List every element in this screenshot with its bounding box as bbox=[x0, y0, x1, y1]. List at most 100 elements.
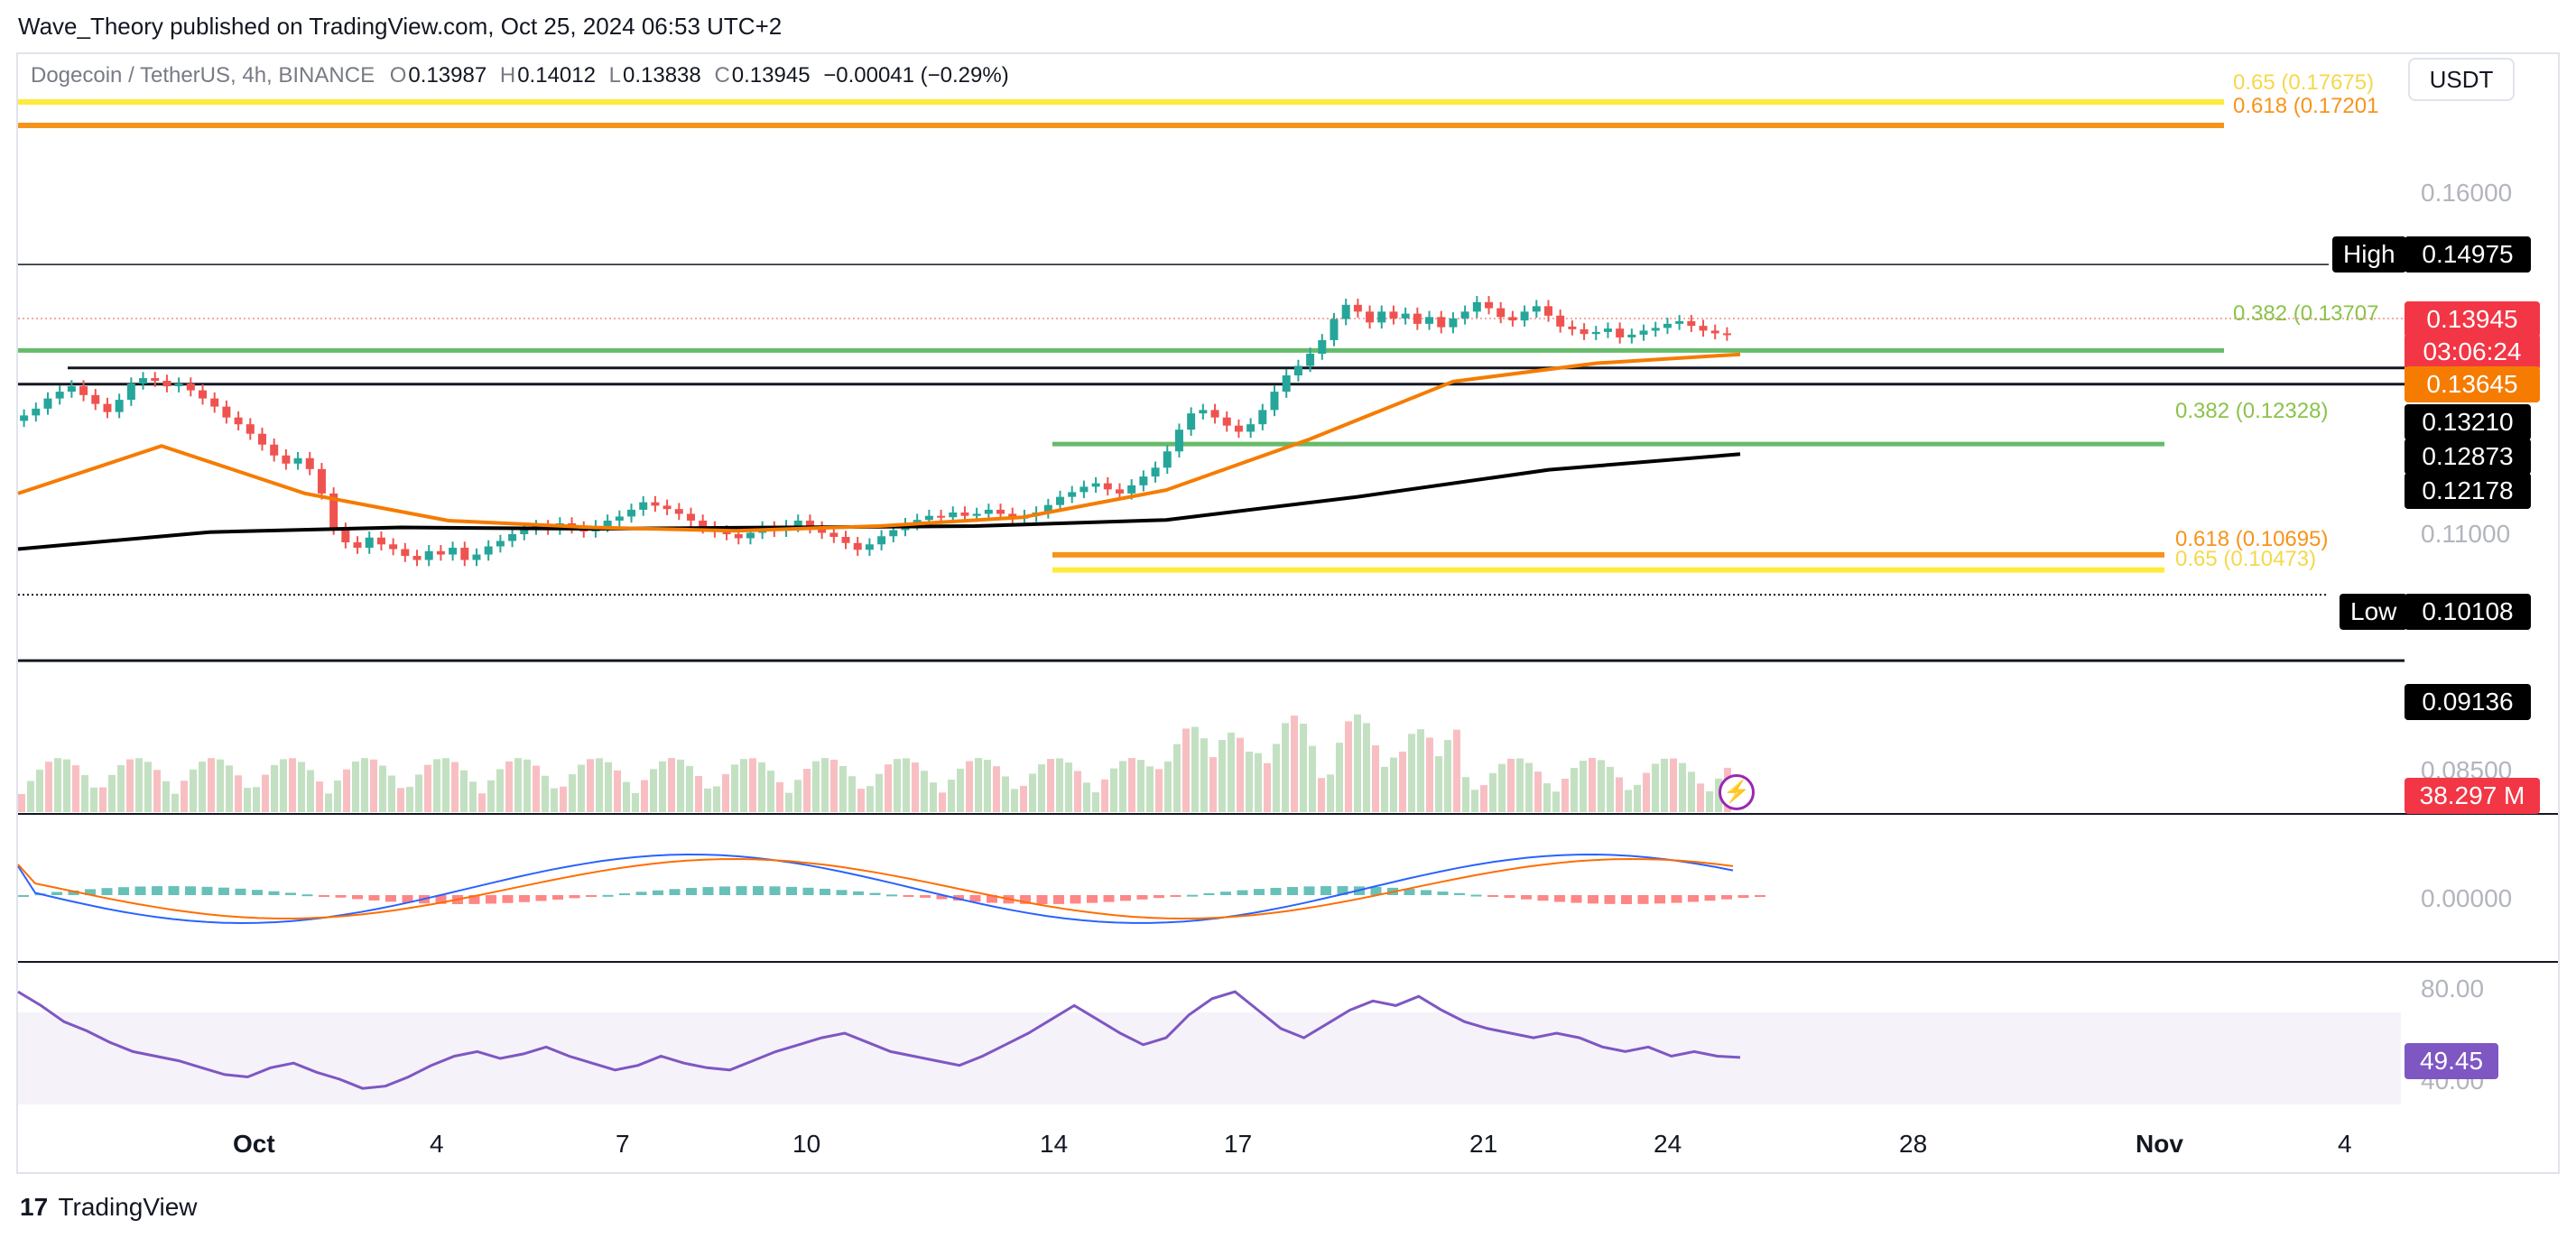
macd-bar bbox=[1470, 894, 1482, 897]
volume-bar bbox=[1092, 792, 1099, 812]
macd-bar bbox=[653, 890, 663, 895]
price-scale-label: 0.16000 bbox=[2421, 179, 2513, 207]
volume-bar bbox=[848, 776, 856, 812]
candle-body bbox=[282, 455, 291, 464]
macd-bar bbox=[669, 889, 681, 895]
candle-body bbox=[1056, 496, 1065, 505]
volume-bar bbox=[343, 769, 350, 812]
volume-bar bbox=[1011, 789, 1018, 812]
volume-bar bbox=[280, 759, 287, 812]
currency-selector[interactable]: USDT bbox=[2408, 58, 2515, 101]
macd-bar bbox=[602, 894, 614, 897]
candle-body bbox=[246, 424, 255, 434]
candle-body bbox=[329, 493, 338, 529]
candle-body bbox=[151, 378, 160, 382]
candle-body bbox=[341, 528, 350, 543]
candle-body bbox=[1710, 330, 1719, 334]
volume-bar bbox=[578, 764, 585, 812]
volume-bar bbox=[668, 758, 675, 812]
volume-bar bbox=[388, 775, 395, 812]
symbol-title: Dogecoin / TetherUS, 4h, BINANCE bbox=[31, 63, 375, 88]
volume-bar bbox=[1607, 766, 1614, 812]
macd-bar bbox=[1737, 895, 1749, 899]
volume-bar bbox=[1435, 756, 1442, 812]
price-scale-label: 80.00 bbox=[2421, 975, 2485, 1002]
candle-body bbox=[1174, 430, 1183, 452]
candle-body bbox=[1246, 424, 1256, 432]
volume-bar bbox=[1480, 785, 1487, 812]
candle-body bbox=[1139, 476, 1148, 485]
macd-bar bbox=[152, 886, 162, 895]
time-axis-label: 17 bbox=[1224, 1130, 1253, 1158]
brand-footer[interactable]: 17 TradingView bbox=[20, 1193, 198, 1222]
macd-bar bbox=[1755, 895, 1765, 897]
candle-body bbox=[746, 532, 755, 539]
candle-body bbox=[1270, 392, 1279, 411]
time-axis-label: 4 bbox=[430, 1130, 444, 1158]
volume-bar bbox=[785, 792, 792, 812]
candle-body bbox=[1496, 308, 1506, 318]
macd-bar bbox=[134, 886, 146, 895]
volume-bar bbox=[316, 781, 323, 812]
candle-body bbox=[1080, 486, 1089, 493]
volume-bar bbox=[1318, 778, 1325, 812]
volume-bar bbox=[1589, 758, 1596, 812]
candle-body bbox=[389, 544, 398, 550]
candle-body bbox=[627, 509, 636, 517]
volume-bar bbox=[54, 758, 61, 812]
price-scale-label: 0.00000 bbox=[2421, 884, 2513, 912]
macd-bar bbox=[535, 895, 547, 901]
candle-body bbox=[199, 390, 208, 399]
volume-bar bbox=[108, 774, 116, 812]
volume-bar bbox=[153, 770, 161, 812]
volume-bar bbox=[45, 762, 52, 812]
macd-bar bbox=[686, 888, 697, 895]
volume-bar bbox=[1453, 729, 1460, 812]
rsi-line bbox=[17, 990, 1741, 1090]
macd-bar bbox=[1437, 892, 1449, 895]
volume-bar bbox=[460, 770, 468, 812]
candle-body bbox=[1222, 417, 1231, 426]
macd-bar bbox=[1303, 886, 1315, 895]
time-axis-label: 24 bbox=[1654, 1130, 1682, 1158]
macd-bar bbox=[85, 889, 96, 895]
candle-body bbox=[32, 408, 41, 416]
candle-body bbox=[1163, 451, 1172, 468]
candle-body bbox=[889, 530, 898, 537]
volume-bar bbox=[821, 758, 829, 812]
candle-body bbox=[162, 381, 171, 387]
candle-body bbox=[1389, 311, 1398, 319]
candle-body bbox=[1425, 317, 1434, 324]
volume-bar bbox=[713, 786, 720, 812]
macd-bar bbox=[1671, 895, 1682, 903]
volume-bar bbox=[1444, 740, 1451, 812]
volume-bar bbox=[623, 781, 630, 812]
volume-bar bbox=[1002, 776, 1009, 812]
chart-panel[interactable] bbox=[16, 52, 2560, 1174]
volume-bar bbox=[379, 765, 386, 812]
candle-body bbox=[841, 537, 850, 543]
volume-tag: 38.297 M bbox=[2405, 778, 2540, 814]
rsi-band bbox=[18, 1012, 2401, 1104]
candle-body bbox=[674, 509, 683, 514]
macd-bar bbox=[1270, 887, 1282, 895]
volume-bar bbox=[1598, 760, 1605, 812]
volume-bar bbox=[1300, 723, 1307, 812]
candle-body bbox=[1318, 339, 1327, 354]
volume-bar bbox=[1083, 782, 1090, 812]
volume-bar bbox=[803, 769, 811, 812]
candle-body bbox=[91, 394, 100, 404]
volume-bar bbox=[244, 788, 251, 812]
macd-bar bbox=[252, 890, 263, 895]
macd-bar bbox=[969, 895, 981, 902]
volume-bar bbox=[235, 775, 242, 812]
candle-body bbox=[1651, 328, 1660, 331]
volume-bar bbox=[686, 765, 693, 812]
volume-bar bbox=[921, 771, 928, 812]
volume-bar bbox=[226, 765, 233, 812]
candle-body bbox=[1234, 425, 1243, 432]
lightning-alert-icon[interactable]: ⚡ bbox=[1719, 774, 1755, 810]
open-value: 0.13987 bbox=[408, 63, 487, 88]
fib-label: 0.618 (0.10695) bbox=[2175, 527, 2329, 551]
